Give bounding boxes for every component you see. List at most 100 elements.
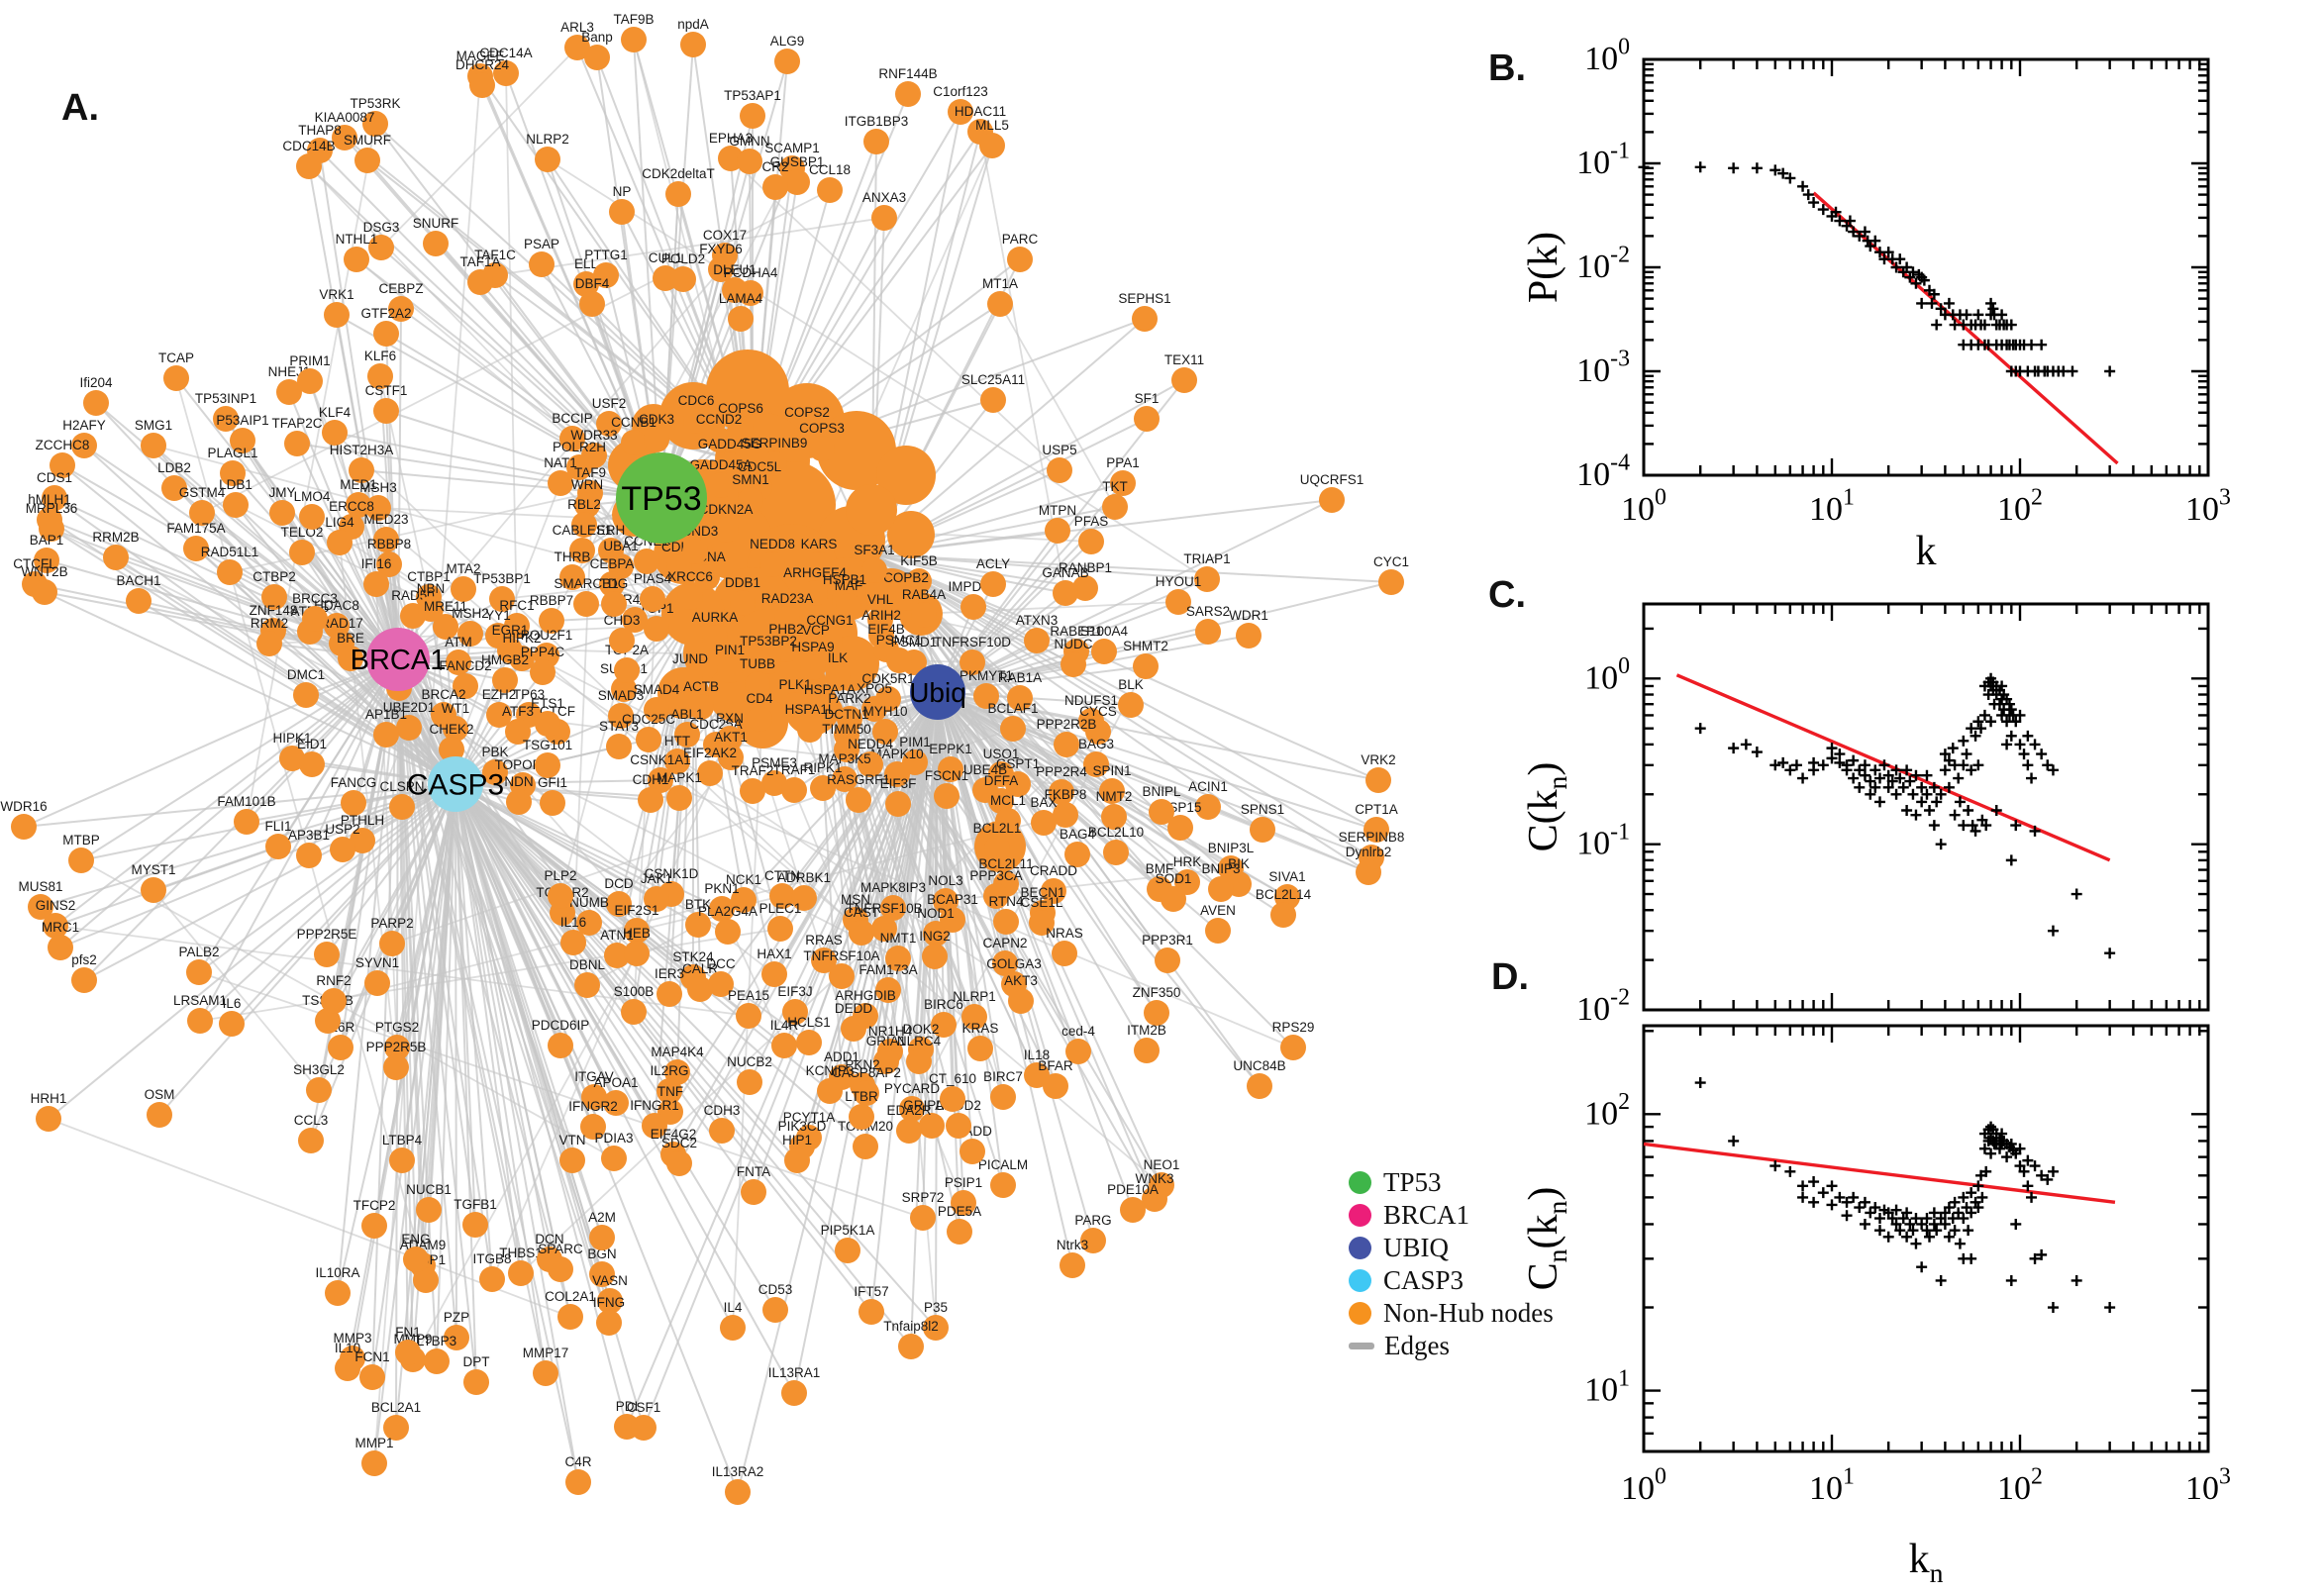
- network-node: [718, 745, 744, 770]
- network-node: [335, 1355, 360, 1381]
- node-label: PSMD1: [891, 635, 938, 649]
- network-node: [574, 972, 600, 998]
- network-node: [579, 291, 605, 317]
- network-node: [769, 883, 795, 909]
- node-label: P53AIP1: [216, 413, 268, 428]
- node-label: WDR33: [570, 428, 617, 443]
- network-node: [569, 538, 595, 563]
- node-label: TUBB: [740, 656, 775, 671]
- network-node: [665, 181, 691, 207]
- network-node: [1024, 1062, 1050, 1088]
- network-node: [1134, 1038, 1160, 1063]
- node-label: COPB2: [883, 570, 929, 585]
- edge: [397, 658, 493, 1280]
- node-label: ACLY: [976, 556, 1010, 571]
- edge: [454, 783, 571, 1318]
- edge: [40, 783, 456, 908]
- node-label: S100A4: [1080, 624, 1129, 639]
- network-node: [293, 682, 319, 708]
- node-label: NOD1: [917, 906, 955, 921]
- node-label: PKN2: [845, 1057, 879, 1072]
- node-label: SF3A1: [854, 543, 894, 557]
- node-label: DOK2: [903, 1022, 940, 1037]
- edge: [397, 658, 617, 1104]
- network-node: [1091, 639, 1117, 664]
- network-node: [631, 1415, 656, 1441]
- network-node: [48, 935, 73, 960]
- node-label: MAF: [835, 578, 863, 593]
- network-node: [163, 365, 189, 391]
- node-label: ITGB8: [472, 1251, 511, 1266]
- legend-label-tp53: TP53: [1383, 1167, 1442, 1197]
- node-label: pfs2: [71, 952, 97, 967]
- network-node: [83, 390, 109, 416]
- node-label: PPP2R5E: [297, 927, 357, 942]
- node-label: EIF4G2: [651, 1127, 697, 1142]
- svg-text:101: 101: [1809, 1464, 1855, 1507]
- edge: [454, 783, 476, 1226]
- node-label: PLAGL1: [207, 446, 257, 460]
- node-label: TRAF1: [773, 762, 816, 777]
- node-label: NDUFS1: [1064, 693, 1118, 708]
- node-label: EIF3F: [880, 776, 917, 791]
- node-label: CDC6: [678, 393, 715, 408]
- network-node: [745, 671, 770, 697]
- node-label: MMP17: [523, 1346, 569, 1360]
- network-node: [940, 1086, 965, 1112]
- node-label: MTBP: [62, 833, 100, 848]
- network-node: [279, 746, 305, 771]
- node-label: AKT1: [714, 730, 748, 745]
- svg-text:100: 100: [1621, 1464, 1666, 1507]
- edge: [454, 783, 866, 1147]
- node-label: PDIA3: [594, 1131, 633, 1146]
- node-label: SNURF: [413, 216, 459, 231]
- node-label: PXN: [716, 711, 744, 726]
- network-node: [717, 451, 743, 477]
- network-node: [741, 1179, 766, 1205]
- hub-brca1: [366, 628, 430, 691]
- node-label: PCYT1A: [783, 1110, 836, 1125]
- panel-c-label: C.: [1488, 574, 1526, 616]
- network-node: [713, 517, 739, 543]
- node-label: RASGRF1: [827, 772, 890, 787]
- node-label: SEPHS1: [1118, 291, 1170, 306]
- node-label: NUCB2: [727, 1054, 772, 1069]
- node-label: IL4R: [770, 1018, 799, 1033]
- network-node: [683, 408, 709, 434]
- node-label: TNFRSF10D: [934, 635, 1011, 649]
- network-node: [861, 557, 887, 583]
- node-label: CSE1L: [1021, 895, 1063, 910]
- node-label: BRCA2: [421, 687, 465, 702]
- edge: [494, 217, 885, 276]
- node-label: PIN1: [715, 643, 745, 657]
- network-node: [910, 1205, 936, 1231]
- node-label: PARP2: [370, 916, 413, 931]
- network-node: [782, 999, 808, 1025]
- node-label: TP53BP1: [473, 571, 531, 586]
- network-node: [571, 512, 597, 538]
- network-node: [934, 783, 960, 809]
- node-label: STAT3: [599, 719, 639, 734]
- node-label: PIK3CD: [778, 1119, 827, 1134]
- edge: [373, 783, 456, 1227]
- node-label: JMY: [269, 485, 296, 500]
- node-label: RRAS: [805, 933, 843, 948]
- network-node: [535, 752, 560, 778]
- network-node: [443, 716, 468, 742]
- edge: [397, 658, 547, 1374]
- node-label: SERPINB8: [1339, 830, 1405, 845]
- node-label: BNIP3: [1201, 861, 1240, 876]
- node-label: PDCD6IP: [532, 1018, 590, 1033]
- network-node: [980, 387, 1006, 413]
- node-label: MCL1: [990, 793, 1026, 808]
- node-label: RANBP1: [1059, 560, 1112, 575]
- node-label: NUMB: [569, 895, 609, 910]
- edge: [870, 499, 1333, 555]
- network-node: [706, 427, 732, 452]
- edge: [242, 440, 399, 660]
- ubiq-dot-icon: [1349, 1237, 1371, 1259]
- node-label: LTBR: [845, 1089, 878, 1104]
- node-label: PSME3: [752, 755, 797, 770]
- node-label: BRCC3: [292, 591, 338, 606]
